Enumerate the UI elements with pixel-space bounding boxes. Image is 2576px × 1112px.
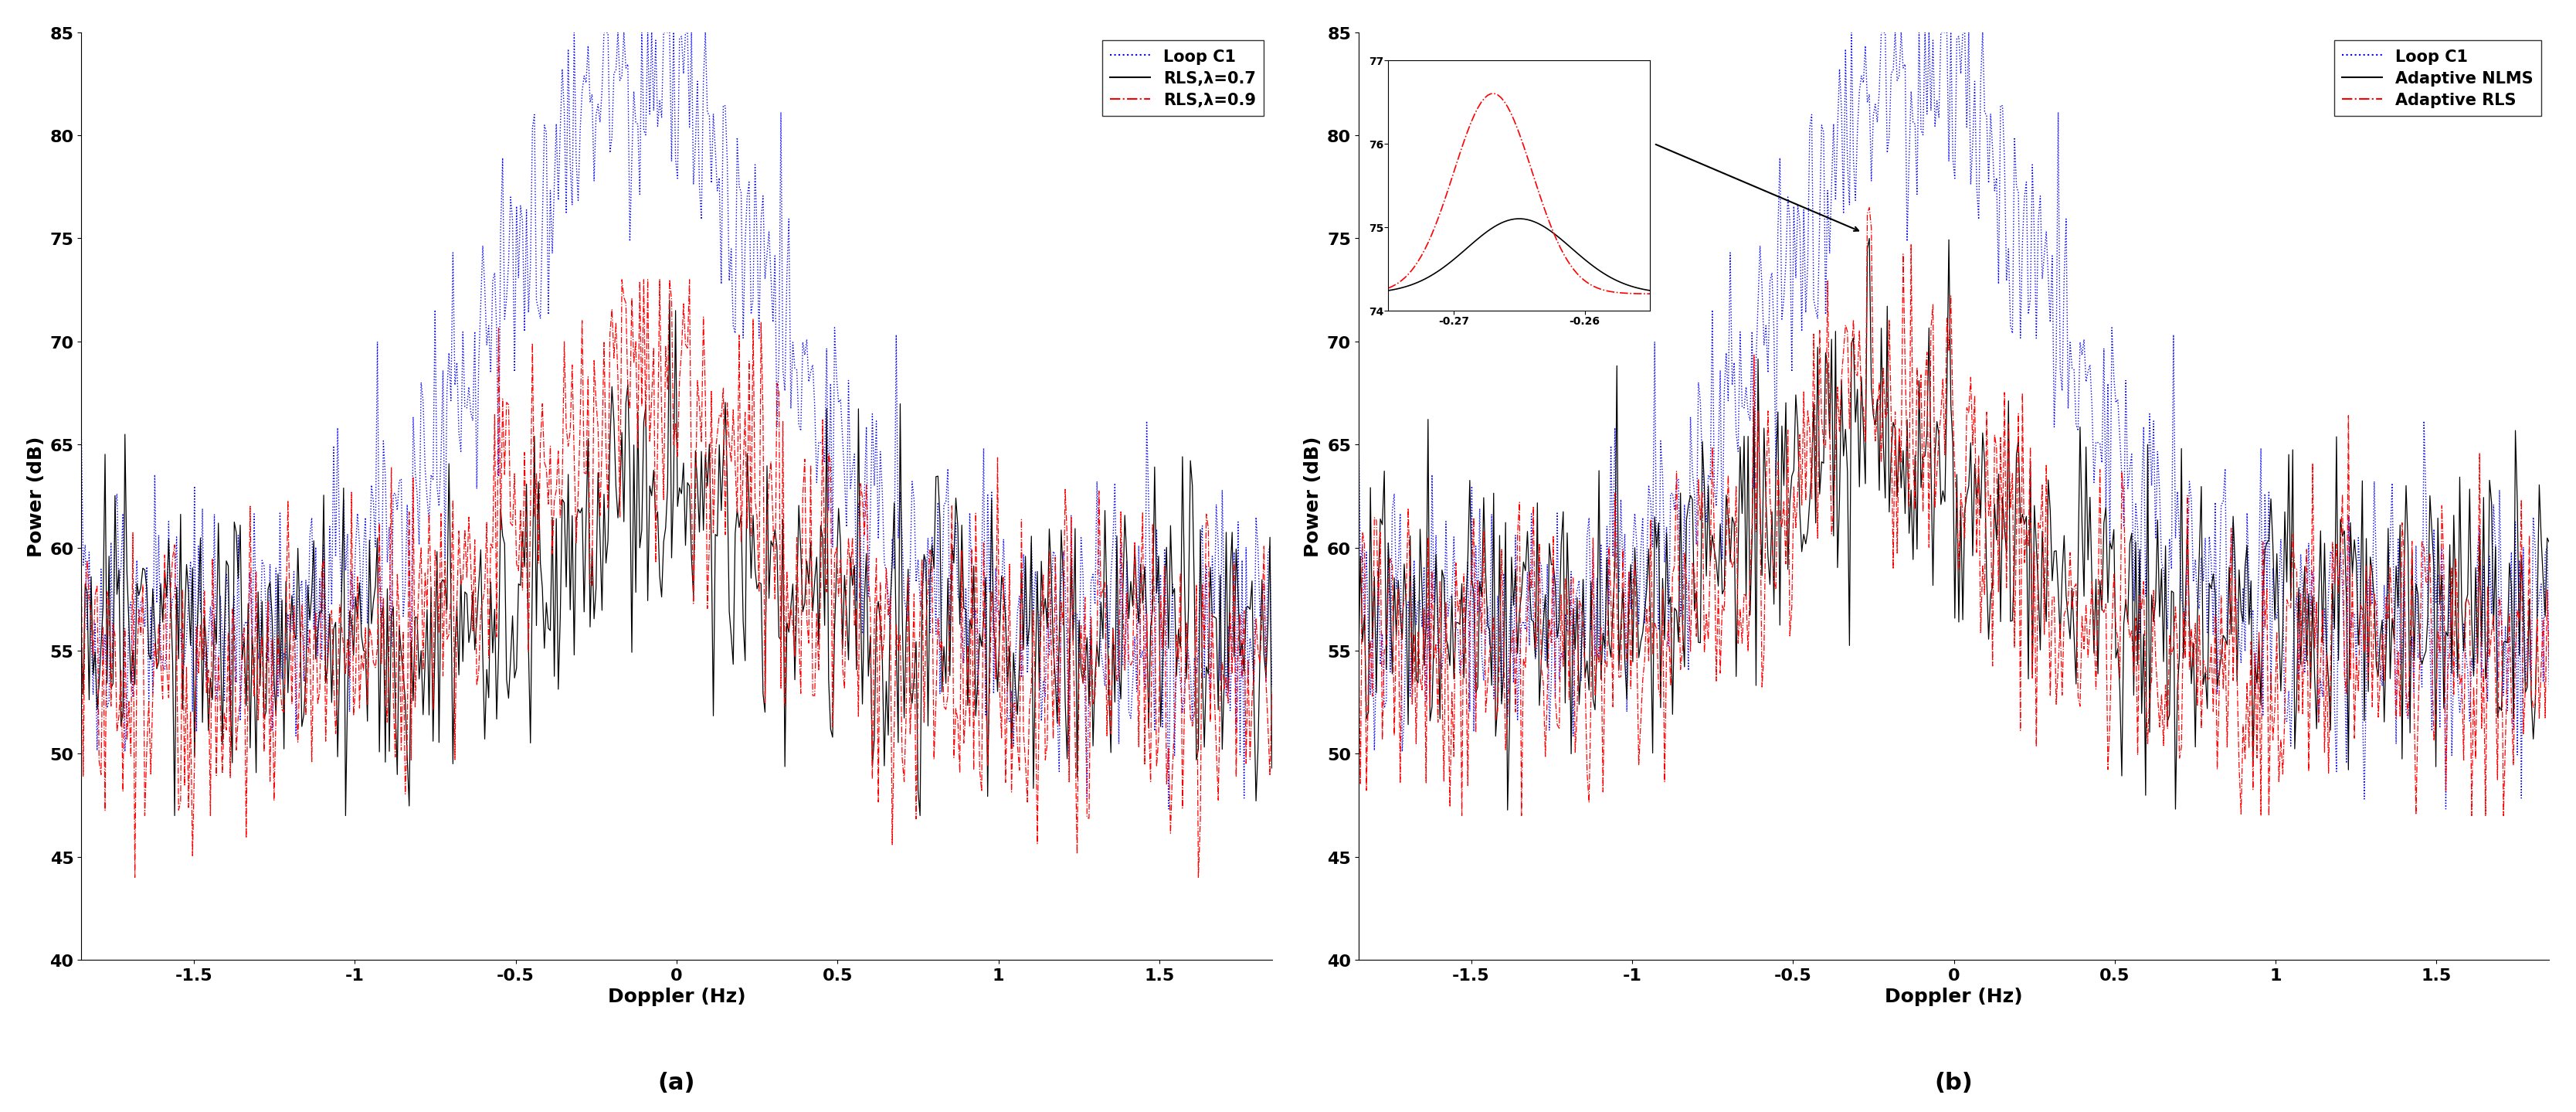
Line: Loop C1: Loop C1 xyxy=(82,33,1273,810)
Text: (a): (a) xyxy=(657,1071,696,1094)
Adaptive RLS xyxy=(2143,687,2174,701)
Loop C1 xyxy=(1342,416,1373,429)
Loop C1 xyxy=(2535,681,2566,694)
Loop C1 xyxy=(2048,385,2079,398)
RLS,λ=0.7 xyxy=(67,631,98,644)
Loop C1 xyxy=(963,626,994,639)
RLS,λ=0.7 xyxy=(654,295,685,308)
Adaptive NLMS xyxy=(1855,232,1886,246)
Loop C1 xyxy=(2429,803,2460,816)
RLS,λ=0.9 xyxy=(67,549,98,563)
RLS,λ=0.9 xyxy=(278,599,309,613)
Adaptive RLS xyxy=(2048,608,2079,622)
Adaptive RLS xyxy=(1342,639,1373,653)
Loop C1 xyxy=(559,27,590,40)
Legend: Loop C1, Adaptive NLMS, Adaptive RLS: Loop C1, Adaptive NLMS, Adaptive RLS xyxy=(2334,41,2540,117)
Loop C1 xyxy=(276,623,307,636)
Adaptive NLMS xyxy=(1886,481,1917,495)
Line: Adaptive RLS: Adaptive RLS xyxy=(1358,208,2550,816)
Adaptive RLS xyxy=(2535,661,2566,674)
Adaptive RLS xyxy=(1886,456,1917,469)
RLS,λ=0.9 xyxy=(1257,686,1288,699)
Adaptive RLS xyxy=(1651,645,1682,658)
Loop C1 xyxy=(1837,27,1868,40)
Adaptive RLS xyxy=(1855,201,1886,215)
Loop C1 xyxy=(1883,70,1914,83)
Loop C1 xyxy=(2141,533,2172,546)
X-axis label: Doppler (Hz): Doppler (Hz) xyxy=(608,987,744,1006)
Adaptive RLS xyxy=(2244,625,2275,638)
Adaptive NLMS xyxy=(2048,529,2079,543)
RLS,λ=0.7 xyxy=(866,616,896,629)
Loop C1 xyxy=(1553,623,1584,636)
Adaptive RLS xyxy=(1445,810,1476,823)
RLS,λ=0.7 xyxy=(160,810,191,823)
RLS,λ=0.7 xyxy=(605,426,636,439)
Loop C1 xyxy=(1649,556,1680,569)
Adaptive RLS xyxy=(1556,572,1587,585)
Line: Adaptive NLMS: Adaptive NLMS xyxy=(1358,239,2550,811)
Y-axis label: Power (dB): Power (dB) xyxy=(1303,436,1321,557)
RLS,λ=0.7 xyxy=(1257,762,1288,775)
Adaptive NLMS xyxy=(2244,633,2275,646)
RLS,λ=0.9 xyxy=(605,274,636,287)
X-axis label: Doppler (Hz): Doppler (Hz) xyxy=(1886,987,2022,1006)
RLS,λ=0.9 xyxy=(770,565,801,578)
Loop C1 xyxy=(863,533,894,546)
Line: Loop C1: Loop C1 xyxy=(1358,33,2550,810)
Loop C1 xyxy=(770,385,801,398)
Loop C1 xyxy=(605,70,636,83)
Loop C1 xyxy=(1257,681,1288,694)
Adaptive NLMS xyxy=(1342,658,1373,672)
Adaptive NLMS xyxy=(1556,747,1587,761)
RLS,λ=0.9 xyxy=(374,627,404,641)
RLS,λ=0.7 xyxy=(374,745,404,758)
Loop C1 xyxy=(371,556,402,569)
Line: RLS,λ=0.7: RLS,λ=0.7 xyxy=(82,301,1273,816)
Line: RLS,λ=0.9: RLS,λ=0.9 xyxy=(82,280,1273,877)
RLS,λ=0.7 xyxy=(278,626,309,639)
Legend: Loop C1, RLS,λ=0.7, RLS,λ=0.9: Loop C1, RLS,λ=0.7, RLS,λ=0.9 xyxy=(1103,41,1265,117)
Adaptive NLMS xyxy=(1651,527,1682,540)
Loop C1 xyxy=(2241,626,2272,639)
Adaptive NLMS xyxy=(2143,514,2174,527)
Y-axis label: Power (dB): Power (dB) xyxy=(26,436,46,557)
Text: (b): (b) xyxy=(1935,1071,1973,1094)
Loop C1 xyxy=(1154,803,1185,816)
RLS,λ=0.7 xyxy=(966,639,997,653)
RLS,λ=0.9 xyxy=(966,785,997,798)
RLS,λ=0.9 xyxy=(118,871,149,884)
Loop C1 xyxy=(67,416,98,429)
Adaptive NLMS xyxy=(2535,536,2566,549)
RLS,λ=0.9 xyxy=(866,576,896,589)
RLS,λ=0.9 xyxy=(608,291,639,305)
RLS,λ=0.7 xyxy=(770,616,801,629)
Adaptive NLMS xyxy=(1492,804,1522,817)
